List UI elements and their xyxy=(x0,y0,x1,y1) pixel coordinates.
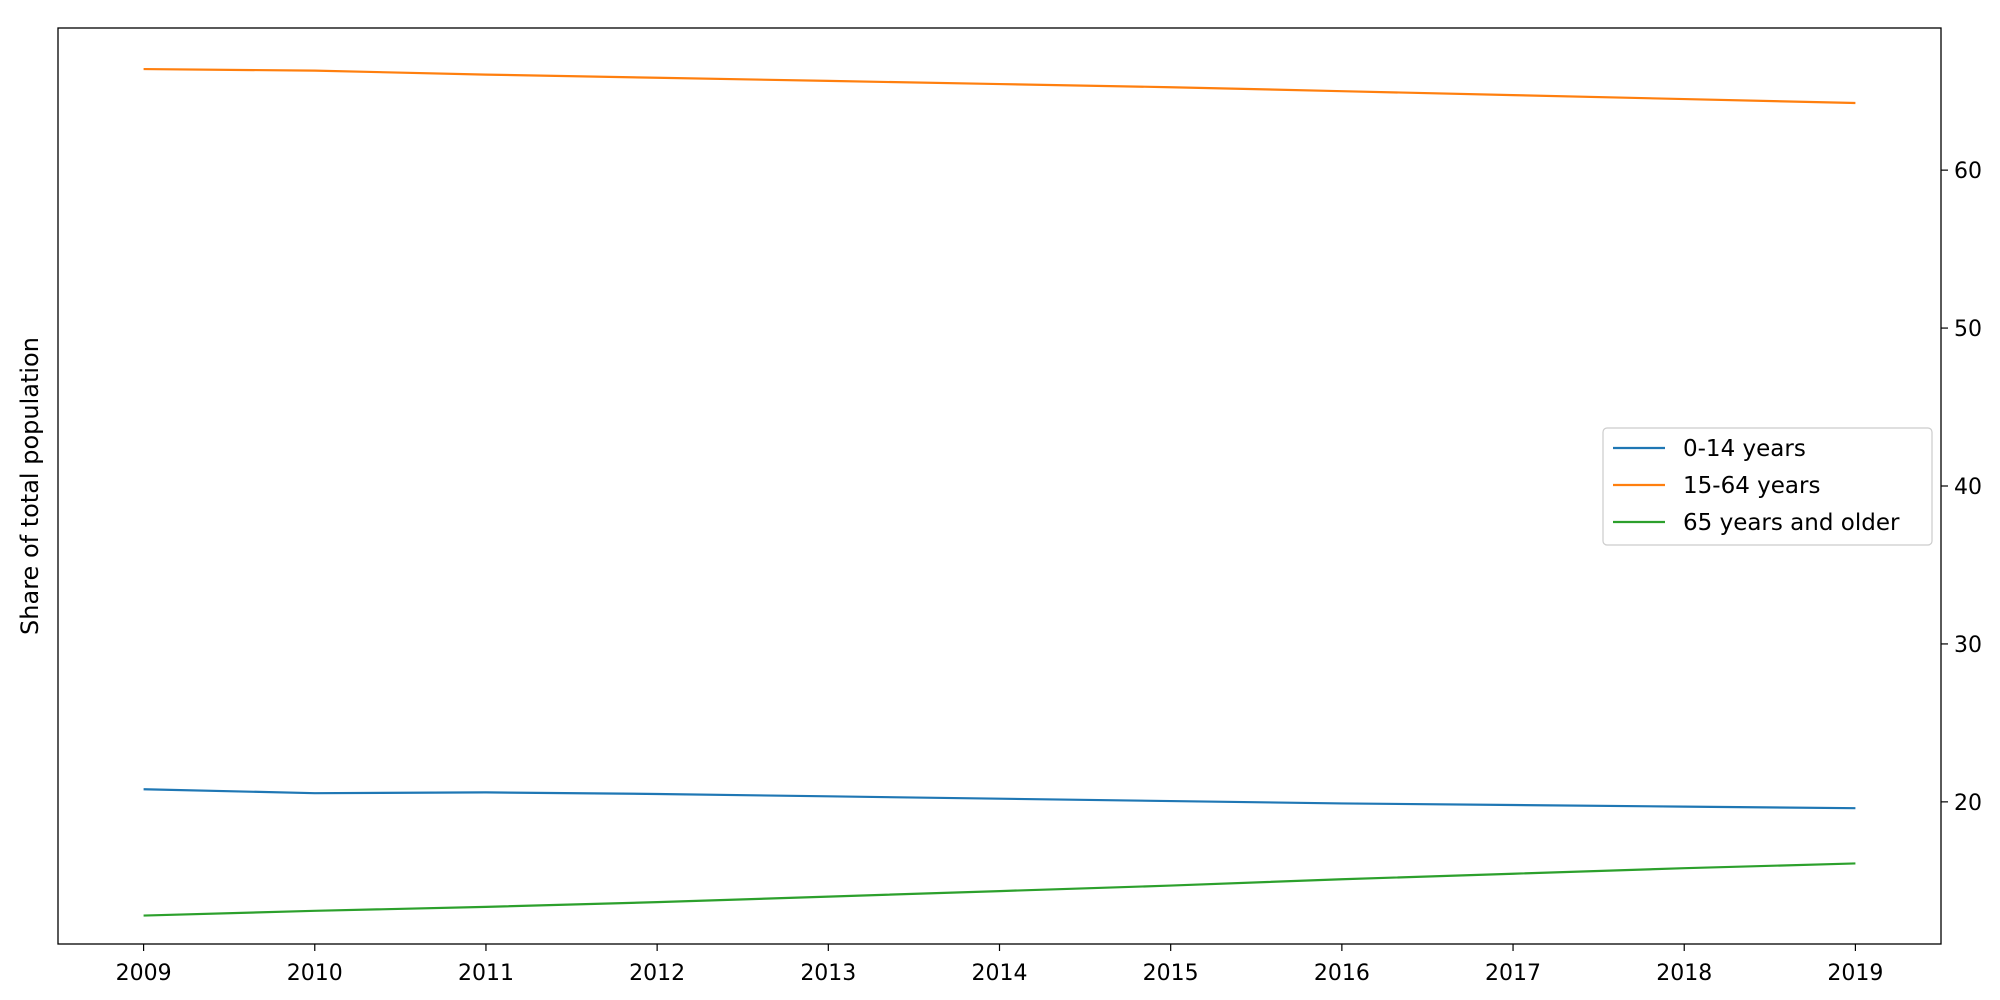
x-tick-label: 2011 xyxy=(458,961,514,986)
x-tick-label: 2017 xyxy=(1485,961,1541,986)
x-tick-label: 2016 xyxy=(1314,961,1370,986)
x-tick-label: 2018 xyxy=(1656,961,1712,986)
legend-label-1: 15-64 years xyxy=(1683,473,1820,499)
x-tick-label: 2009 xyxy=(116,961,172,986)
series-lines xyxy=(143,67,1856,917)
y-axis-right: 20 30 40 50 60 xyxy=(1941,159,1982,816)
x-tick-label: 2019 xyxy=(1827,961,1883,986)
series-line-2 xyxy=(143,862,1856,917)
legend: 0-14 years 15-64 years 65 years and older xyxy=(1602,427,1933,546)
x-axis: 2009 2010 2011 2012 2013 2014 2015 2016 2017 2018… xyxy=(116,944,1883,986)
y-axis-label: Share of total population xyxy=(16,337,44,635)
x-tick-label: 2015 xyxy=(1143,961,1199,986)
y-tick-label: 40 xyxy=(1954,475,1982,500)
series-line-0 xyxy=(143,788,1856,810)
y-tick-label: 50 xyxy=(1954,317,1982,342)
y-tick-label: 20 xyxy=(1954,791,1982,816)
x-tick-label: 2012 xyxy=(629,961,685,986)
legend-label-2: 65 years and older xyxy=(1683,510,1900,536)
x-tick-label: 2010 xyxy=(287,961,343,986)
y-tick-label: 60 xyxy=(1954,159,1982,184)
x-tick-label: 2014 xyxy=(972,961,1028,986)
legend-label-0: 0-14 years xyxy=(1683,436,1806,462)
legend-box xyxy=(1602,427,1933,546)
x-tick-label: 2013 xyxy=(800,961,856,986)
series-line-1 xyxy=(143,67,1856,105)
y-tick-label: 30 xyxy=(1954,633,1982,658)
